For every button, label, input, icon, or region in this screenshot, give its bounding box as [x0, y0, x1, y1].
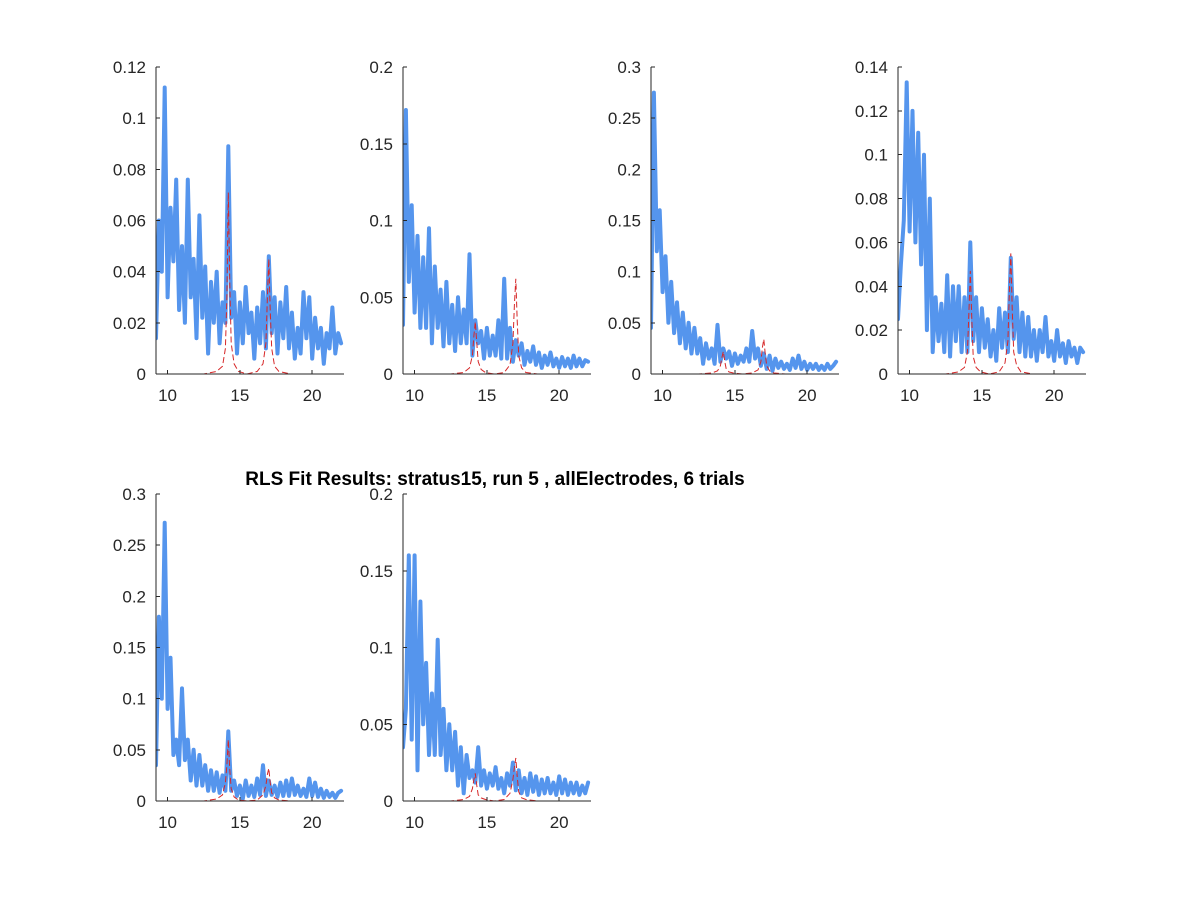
y-tick-label: 0.2 — [617, 160, 641, 179]
data-series-line — [403, 108, 591, 370]
y-tick-label: 0.02 — [855, 321, 888, 340]
y-tick-label: 0 — [384, 365, 393, 384]
y-tick-label: 0.3 — [122, 485, 146, 504]
y-tick-label: 0.2 — [122, 587, 146, 606]
subplot-2: 0 0.05 0.1 0.15 0.2 10 15 20 — [360, 58, 591, 405]
y-tick-label: 0 — [137, 792, 146, 811]
figure-title: RLS Fit Results: stratus15, run 5 , allE… — [245, 469, 744, 490]
y-tick-label: 0.3 — [617, 58, 641, 77]
y-tick-label: 0.15 — [608, 212, 641, 231]
data-series-line — [156, 520, 344, 801]
x-tick-label: 20 — [303, 386, 322, 405]
y-tick-label: 0.1 — [369, 639, 393, 658]
x-tick-label: 10 — [653, 386, 672, 405]
fit-series-line — [403, 278, 591, 374]
x-tick-label: 20 — [303, 813, 322, 832]
x-tick-label: 20 — [550, 386, 569, 405]
x-tick-label: 15 — [725, 386, 744, 405]
y-tick-label: 0.06 — [113, 212, 146, 231]
y-tick-label: 0.15 — [113, 639, 146, 658]
y-tick-label: 0.1 — [617, 263, 641, 282]
y-tick-label: 0.08 — [113, 160, 146, 179]
y-tick-label: 0.08 — [855, 190, 888, 209]
y-tick-label: 0.1 — [369, 212, 393, 231]
subplot-5: 0 0.05 0.1 0.15 0.2 0.25 0.3 10 15 20 — [113, 485, 344, 832]
x-tick-label: 10 — [158, 813, 177, 832]
y-tick-label: 0.12 — [113, 58, 146, 77]
y-tick-label: 0 — [632, 365, 641, 384]
subplot-series-group — [156, 520, 344, 801]
subplot-3: 0 0.05 0.1 0.15 0.2 0.25 0.3 10 15 20 — [608, 58, 839, 405]
x-tick-label: 15 — [972, 386, 991, 405]
y-tick-label: 0.04 — [113, 263, 146, 282]
x-tick-label: 10 — [900, 386, 919, 405]
fit-series-line — [156, 739, 344, 801]
y-tick-label: 0.06 — [855, 233, 888, 252]
y-tick-label: 0.25 — [113, 536, 146, 555]
y-tick-label: 0.05 — [360, 288, 393, 307]
y-tick-label: 0.05 — [608, 314, 641, 333]
y-tick-label: 0.05 — [113, 741, 146, 760]
x-tick-label: 15 — [477, 386, 496, 405]
subplot-series-group — [156, 85, 344, 374]
x-tick-label: 10 — [405, 813, 424, 832]
subplot-series-group — [651, 90, 839, 374]
y-tick-label: 0.1 — [122, 109, 146, 128]
x-tick-label: 15 — [230, 813, 249, 832]
subplot-6: 0 0.05 0.1 0.15 0.2 10 15 20 — [360, 485, 591, 832]
subplot-series-group — [403, 553, 591, 801]
y-tick-label: 0.12 — [855, 102, 888, 121]
fit-series-line — [156, 192, 344, 374]
y-tick-label: 0.1 — [122, 690, 146, 709]
y-tick-label: 0.14 — [855, 58, 888, 77]
subplot-1: 0 0.02 0.04 0.06 0.08 0.1 0.12 10 15 20 — [113, 58, 344, 405]
y-tick-label: 0.15 — [360, 562, 393, 581]
y-tick-label: 0.05 — [360, 715, 393, 734]
y-tick-label: 0 — [879, 365, 888, 384]
data-series-line — [651, 90, 839, 373]
subplots-layer: 0 0.02 0.04 0.06 0.08 0.1 0.12 10 15 20 0 0.05 0.1 0.… — [113, 58, 1086, 832]
subplot-4: 0 0.02 0.04 0.06 0.08 0.1 0.12 0.14 10 15 20 — [855, 58, 1086, 405]
y-tick-label: 0.15 — [360, 135, 393, 154]
x-tick-label: 20 — [1045, 386, 1064, 405]
y-tick-label: 0.04 — [855, 277, 888, 296]
fit-series-line — [651, 339, 839, 374]
data-series-line — [156, 85, 344, 366]
x-tick-label: 20 — [798, 386, 817, 405]
y-tick-label: 0.2 — [369, 485, 393, 504]
x-tick-label: 15 — [477, 813, 496, 832]
y-tick-label: 0.1 — [864, 146, 888, 165]
x-tick-label: 20 — [550, 813, 569, 832]
subplot-series-group — [403, 108, 591, 374]
y-tick-label: 0.25 — [608, 109, 641, 128]
data-series-line — [403, 553, 591, 797]
y-tick-label: 0.02 — [113, 314, 146, 333]
y-tick-label: 0 — [384, 792, 393, 811]
y-tick-label: 0 — [137, 365, 146, 384]
fit-series-line — [403, 757, 591, 801]
x-tick-label: 10 — [158, 386, 177, 405]
data-series-line — [898, 80, 1086, 365]
x-tick-label: 10 — [405, 386, 424, 405]
x-tick-label: 15 — [230, 386, 249, 405]
subplot-series-group — [898, 80, 1086, 374]
y-tick-label: 0.2 — [369, 58, 393, 77]
